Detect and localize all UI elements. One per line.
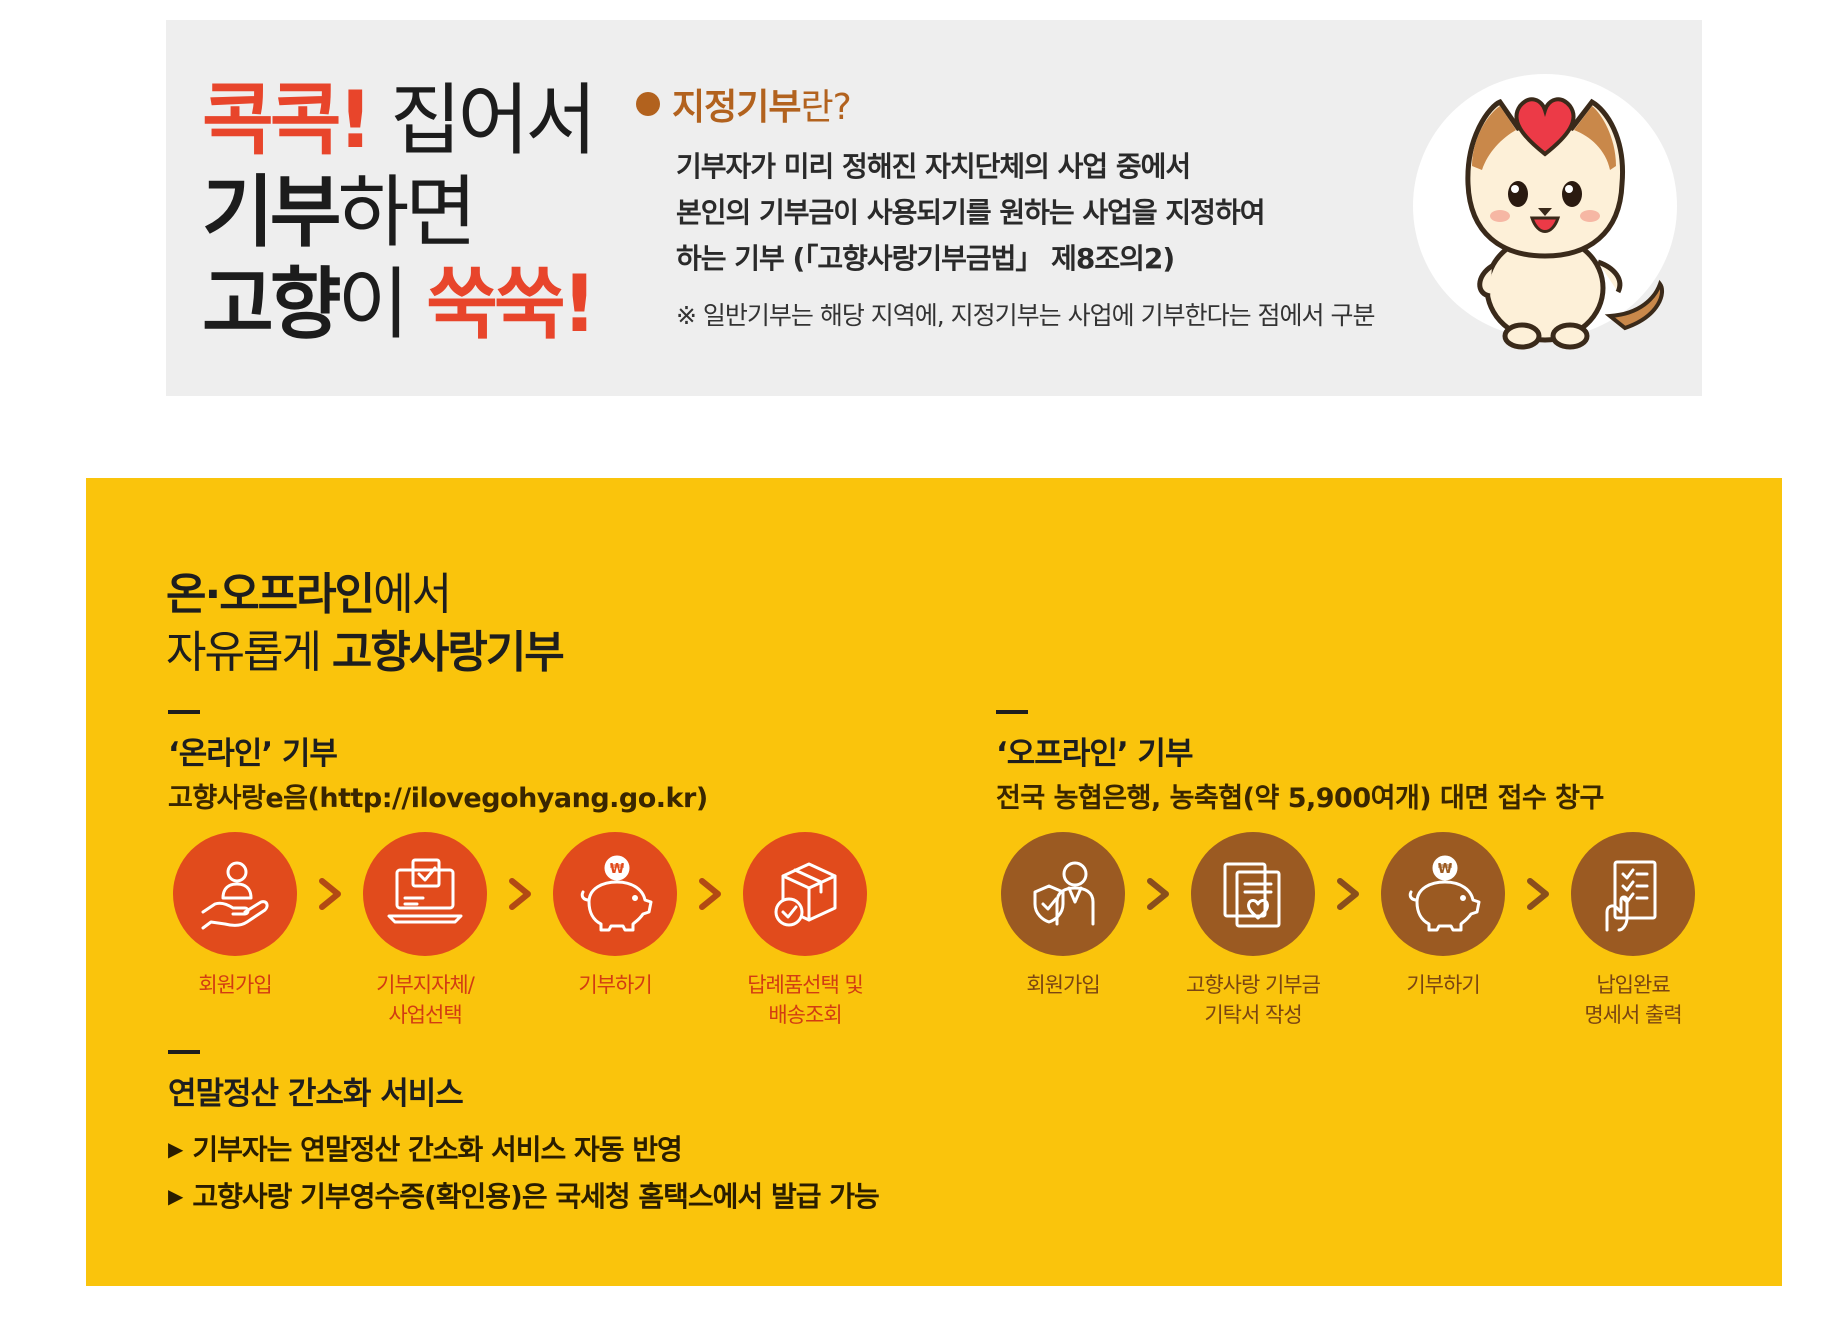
list-item: ▶ 고향사랑 기부영수증(확인용)은 국세청 홈택스에서 발급 가능 [168, 1173, 880, 1220]
designated-heading-rest: 란? [800, 87, 851, 128]
title-rest-2: 자유롭게 [166, 627, 332, 678]
triangle-bullet-icon: ▶ [168, 1137, 183, 1161]
slogan-text-1: 집어서 [369, 76, 597, 166]
panel-title: 온·오프라인에서 자유롭게 고향사랑기부 [166, 566, 565, 682]
desc-line: 하는 기부 (「고향사랑기부금법」 제8조의2) [676, 242, 1175, 275]
person-shield-icon [1033, 861, 1095, 926]
bullet-text: 고향사랑 기부영수증(확인용)은 국세청 홈택스에서 발급 가능 [192, 1180, 879, 1213]
designated-donation-info: 지정기부 란? 기부자가 미리 정해진 자치단체의 사업 중에서 본인의 기부금이… [636, 78, 1456, 332]
online-subtitle: 고향사랑e음(http://ilovegohyang.go.kr) [168, 783, 708, 814]
section-dash [168, 1050, 200, 1054]
slogan-red-3: 쑥쑥! [426, 260, 597, 350]
chevron-right-icon [678, 832, 742, 956]
step-label: 기부하기 [1406, 973, 1480, 997]
step-label: 회원가입 [198, 973, 272, 997]
designated-description: 기부자가 미리 정해진 자치단체의 사업 중에서 본인의 기부금이 사용되기를 … [676, 144, 1456, 282]
online-step-signup: 회원가입 [172, 832, 298, 1000]
online-step-gift: 답례품선택 및 배송조회 [742, 832, 868, 1030]
section-dash [168, 710, 200, 714]
laptop-check-icon [387, 858, 463, 924]
title-rest-1: 에서 [373, 569, 452, 620]
tax-service-title: 연말정산 간소화 서비스 [168, 1076, 464, 1112]
step-label: 답례품선택 및 배송조회 [747, 973, 864, 1027]
title-bold-1: 온·오프라인 [166, 569, 375, 620]
offline-step-signup: 회원가입 [1000, 832, 1126, 1000]
offline-step-form: 고향사랑 기부금 기탁서 작성 [1186, 832, 1321, 1030]
online-step-donate: ₩ 기부하기 [552, 832, 678, 1000]
offline-subtitle: 전국 농협은행, 농축협(약 5,900여개) 대면 접수 창구 [996, 783, 1604, 814]
chevron-right-icon [298, 832, 362, 956]
online-steps: 회원가입 기부지자체/ 사업선택 [172, 832, 868, 1030]
online-title: ‘온라인’ 기부 [168, 736, 338, 772]
triangle-bullet-icon: ▶ [168, 1184, 183, 1208]
designated-heading-bold: 지정기부 [672, 87, 801, 128]
slogan-text-3: 이 [337, 260, 427, 350]
slogan-red-1: 콕콕! [202, 76, 373, 166]
chevron-right-icon [1126, 832, 1190, 956]
step-label: 납입완료 명세서 출력 [1584, 973, 1682, 1027]
box-check-icon [774, 862, 837, 927]
list-item: ▶ 기부자는 연말정산 간소화 서비스 자동 반영 [168, 1126, 879, 1173]
bullet-text: 기부자는 연말정산 간소화 서비스 자동 반영 [192, 1133, 682, 1166]
cat-mascot-icon [1413, 74, 1677, 350]
section-dash [996, 710, 1028, 714]
svg-text:₩: ₩ [610, 862, 625, 877]
checklist-icon [1605, 860, 1657, 932]
piggy-bank-icon: ₩ [1408, 855, 1481, 932]
document-heart-icon [1223, 862, 1281, 928]
donation-methods-panel: 온·오프라인에서 자유롭게 고향사랑기부 ‘온라인’ 기부 고향사랑e음(htt… [86, 478, 1782, 1286]
offline-step-receipt: 납입완료 명세서 출력 [1570, 832, 1696, 1030]
offline-title: ‘오프라인’ 기부 [996, 736, 1193, 772]
step-label: 기부하기 [578, 973, 652, 997]
hand-person-icon [201, 861, 269, 930]
online-step-select: 기부지자체/ 사업선택 [362, 832, 488, 1030]
bullet-dot-icon [636, 92, 660, 116]
tax-service-bullets: ▶ 기부자는 연말정산 간소화 서비스 자동 반영 ▶ 고향사랑 기부영수증(확인용… [168, 1126, 880, 1220]
svg-text:₩: ₩ [1438, 862, 1453, 877]
title-bold-2: 고향사랑기부 [331, 627, 565, 678]
designated-heading: 지정기부 란? [636, 78, 1456, 130]
slogan: 콕콕! 집어서 기부하면 고향이 쑥쑥! [202, 75, 597, 351]
step-label: 회원가입 [1026, 973, 1100, 997]
offline-steps: 회원가입 고향사랑 기부금 기탁서 작성 ₩ [1000, 832, 1696, 1030]
designated-note: ※ 일반기부는 해당 지역에, 지정기부는 사업에 기부한다는 점에서 구분 [676, 301, 1375, 330]
chevron-right-icon [488, 832, 552, 956]
desc-line: 기부자가 미리 정해진 자치단체의 사업 중에서 [676, 150, 1191, 183]
slogan-text-2: 하면 [337, 168, 478, 258]
chevron-right-icon [1506, 832, 1570, 956]
step-label: 기부지자체/ 사업선택 [376, 973, 475, 1027]
slogan-bold-3: 고향 [202, 260, 342, 350]
chevron-right-icon [1316, 832, 1380, 956]
desc-line: 본인의 기부금이 사용되기를 원하는 사업을 지정하여 [676, 196, 1265, 229]
offline-step-donate: ₩ 기부하기 [1380, 832, 1506, 1000]
slogan-bold-2: 기부 [202, 168, 342, 258]
designated-donation-banner: 콕콕! 집어서 기부하면 고향이 쑥쑥! 지정기부 란? 기부자가 미리 정해진 … [166, 20, 1702, 396]
step-label: 고향사랑 기부금 기탁서 작성 [1186, 973, 1321, 1027]
piggy-bank-icon: ₩ [580, 855, 653, 932]
